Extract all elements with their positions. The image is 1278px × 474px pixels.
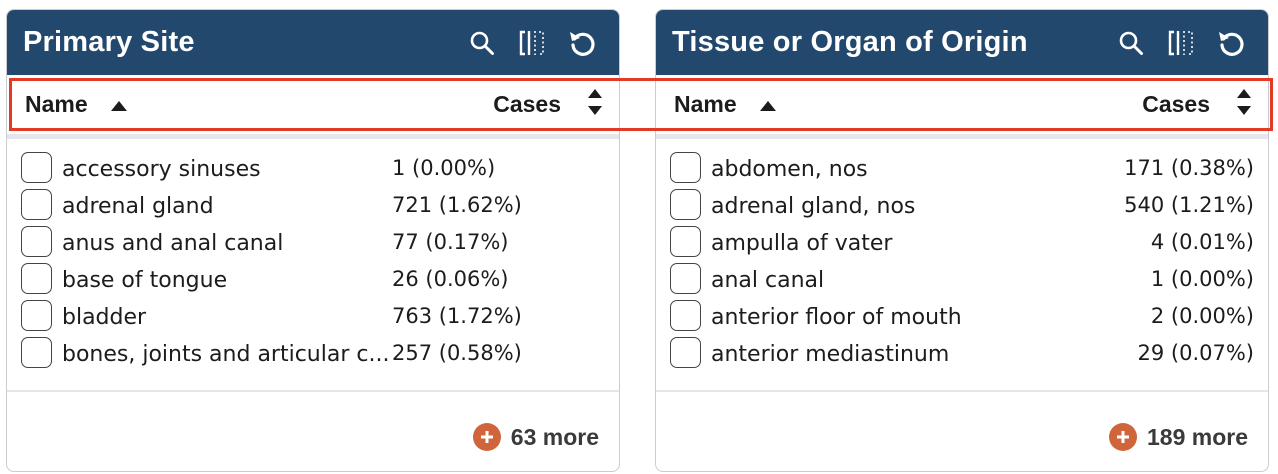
tissue-origin-card: Tissue or Organ of Origin Name Cases abd…: [655, 9, 1269, 472]
checkbox[interactable]: [670, 337, 701, 368]
item-label: anus and anal canal: [62, 231, 284, 256]
list-item[interactable]: adrenal gland 721 (1.62%): [7, 186, 619, 223]
list-item[interactable]: adrenal gland, nos 540 (1.21%): [656, 186, 1268, 223]
item-count: 1 (0.00%): [1150, 267, 1254, 291]
show-more-button[interactable]: 63 more: [472, 423, 599, 451]
list-item[interactable]: anterior floor of mouth 2 (0.00%): [656, 297, 1268, 334]
checkbox[interactable]: [21, 263, 52, 294]
list-item[interactable]: anus and anal canal 77 (0.17%): [7, 223, 619, 260]
item-count: 26 (0.06%): [392, 267, 509, 291]
item-count: 540 (1.21%): [1124, 193, 1254, 217]
card-title: Primary Site: [23, 26, 195, 58]
cases-sort-header[interactable]: Cases: [1142, 87, 1252, 123]
name-column-label: Name: [25, 91, 88, 117]
item-count: 29 (0.07%): [1137, 341, 1255, 365]
sort-ascending-icon: [759, 91, 777, 118]
list-item[interactable]: abdomen, nos 171 (0.38%): [656, 149, 1268, 186]
checkbox[interactable]: [670, 189, 701, 220]
facet-list: accessory sinuses 1 (0.00%) adrenal gland…: [7, 139, 619, 392]
checkbox[interactable]: [670, 300, 701, 331]
card-header: Tissue or Organ of Origin: [656, 10, 1268, 75]
search-icon[interactable]: [1116, 28, 1146, 58]
name-sort-header[interactable]: Name: [25, 91, 493, 118]
item-label: anterior mediastinum: [711, 342, 950, 367]
card-title: Tissue or Organ of Origin: [672, 26, 1028, 58]
item-label: ampulla of vater: [711, 231, 893, 256]
checkbox[interactable]: [21, 189, 52, 220]
checkbox[interactable]: [21, 300, 52, 331]
checkbox[interactable]: [670, 263, 701, 294]
checkbox[interactable]: [670, 226, 701, 257]
show-more-label: 189 more: [1146, 423, 1248, 450]
column-toggle-icon[interactable]: [517, 28, 547, 58]
item-label: accessory sinuses: [62, 157, 261, 182]
checkbox[interactable]: [670, 152, 701, 183]
cases-column-label: Cases: [1142, 91, 1210, 117]
item-count: 2 (0.00%): [1150, 304, 1254, 328]
item-label: bones, joints and articular c...: [62, 342, 390, 367]
item-count: 1 (0.00%): [392, 156, 496, 180]
item-count: 4 (0.01%): [1150, 230, 1254, 254]
reset-icon[interactable]: [567, 28, 597, 58]
name-column-label: Name: [674, 91, 737, 117]
checkbox[interactable]: [21, 337, 52, 368]
item-label: abdomen, nos: [711, 157, 868, 182]
column-header-row: Name Cases: [7, 75, 619, 139]
sort-both-icon: [1236, 87, 1252, 123]
list-item[interactable]: bladder 763 (1.72%): [7, 297, 619, 334]
item-label: anterior floor of mouth: [711, 305, 962, 330]
reset-icon[interactable]: [1216, 28, 1246, 58]
item-count: 763 (1.72%): [392, 304, 522, 328]
column-header-row: Name Cases: [656, 75, 1268, 139]
item-label: bladder: [62, 305, 147, 330]
show-more-button[interactable]: 189 more: [1108, 423, 1248, 451]
item-label: base of tongue: [62, 268, 228, 293]
cases-column-label: Cases: [493, 91, 561, 117]
list-item[interactable]: anal canal 1 (0.00%): [656, 260, 1268, 297]
list-item[interactable]: base of tongue 26 (0.06%): [7, 260, 619, 297]
facet-list: abdomen, nos 171 (0.38%) adrenal gland, n…: [656, 139, 1268, 392]
cases-sort-header[interactable]: Cases: [493, 87, 603, 123]
header-actions: [467, 28, 597, 58]
item-count: 257 (0.58%): [392, 341, 522, 365]
plus-icon: [1108, 423, 1137, 451]
plus-icon: [472, 423, 501, 451]
show-more-label: 63 more: [510, 423, 599, 450]
list-item[interactable]: ampulla of vater 4 (0.01%): [656, 223, 1268, 260]
item-count: 171 (0.38%): [1124, 156, 1254, 180]
checkbox[interactable]: [21, 152, 52, 183]
item-label: adrenal gland: [62, 194, 214, 219]
sort-ascending-icon: [110, 91, 128, 118]
list-item[interactable]: bones, joints and articular c... 257 (0.5…: [7, 334, 619, 371]
search-icon[interactable]: [467, 28, 497, 58]
item-label: anal canal: [711, 268, 825, 293]
primary-site-card: Primary Site Name Cases accessory sinuse…: [6, 9, 620, 472]
item-count: 721 (1.62%): [392, 193, 522, 217]
column-toggle-icon[interactable]: [1166, 28, 1196, 58]
name-sort-header[interactable]: Name: [674, 91, 1142, 118]
card-header: Primary Site: [7, 10, 619, 75]
list-item[interactable]: accessory sinuses 1 (0.00%): [7, 149, 619, 186]
header-actions: [1116, 28, 1246, 58]
checkbox[interactable]: [21, 226, 52, 257]
list-item[interactable]: anterior mediastinum 29 (0.07%): [656, 334, 1268, 371]
item-label: adrenal gland, nos: [711, 194, 916, 219]
item-count: 77 (0.17%): [392, 230, 509, 254]
sort-both-icon: [587, 87, 603, 123]
